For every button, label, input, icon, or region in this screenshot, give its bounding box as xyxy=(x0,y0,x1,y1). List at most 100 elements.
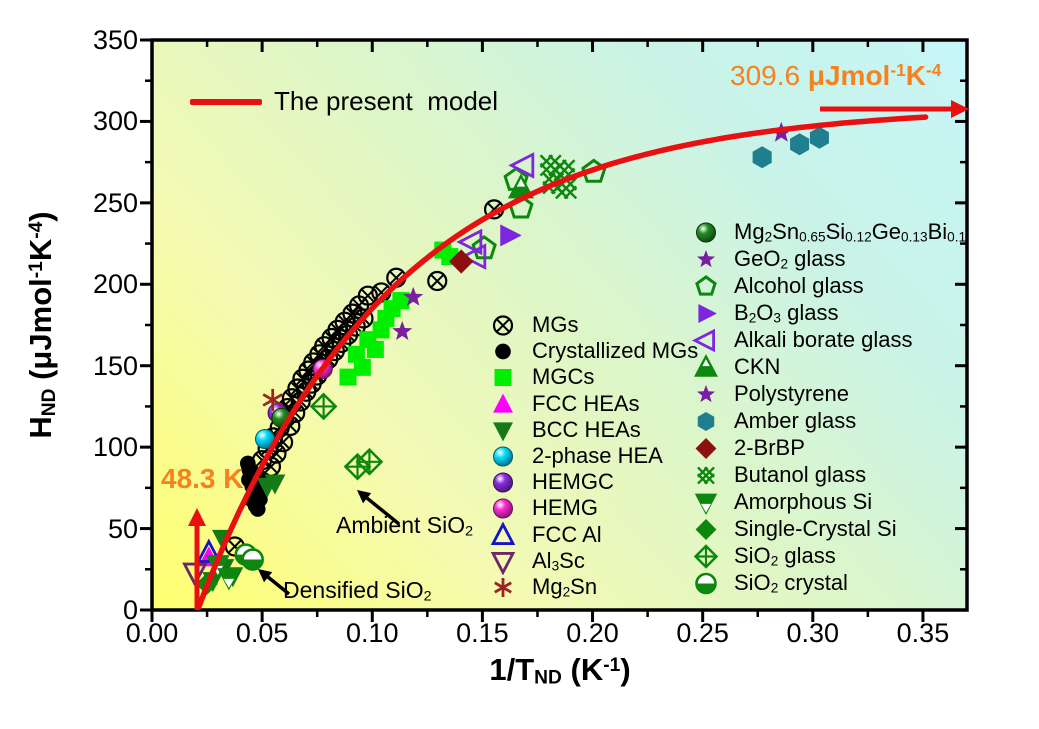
legend-marker-diamond-cross-icon xyxy=(693,544,719,569)
legend-item: MGCs xyxy=(489,363,594,391)
y-tick-label: 250 xyxy=(92,187,138,218)
legend-marker-sphere-icon xyxy=(493,498,513,519)
legend-marker-diamond-icon xyxy=(695,438,717,459)
legend-item-label: FCC Al xyxy=(532,521,602,547)
legend-item: GeO2 glass xyxy=(692,245,846,273)
y-tick-label: 100 xyxy=(92,432,138,463)
legend-item-label: Al3Sc xyxy=(532,547,585,574)
legend-marker-tri-right-icon xyxy=(698,304,717,323)
legend-item: HEMG xyxy=(489,494,598,522)
legend-marker-asterisk-icon xyxy=(494,578,512,597)
series-sio-2-crystal xyxy=(234,543,264,571)
plot-area-background xyxy=(152,40,967,610)
legend-item: SiO2 crystal xyxy=(692,569,848,597)
legend-marker-star-icon xyxy=(696,250,716,268)
legend-marker-circle-icon xyxy=(495,343,511,360)
x-tick-label: 0.15 xyxy=(456,618,509,648)
annotation-ambient-sio2: Ambient SiO2 xyxy=(336,512,474,540)
legend-item: Amorphous Si xyxy=(692,488,872,516)
legend-item: B2O3 glass xyxy=(692,299,838,327)
x-tick-label: 0.25 xyxy=(676,618,729,648)
legend-item-label: Alcohol glass xyxy=(734,273,864,298)
asymptote-number: 309.6 xyxy=(730,60,801,91)
legend-item-label: SiO2 glass xyxy=(734,543,836,569)
legend-marker-diamond-icon xyxy=(695,519,717,540)
series-2-brbp xyxy=(449,249,474,274)
legend-item-label: CKN xyxy=(734,354,781,379)
legend-marker-sphere-icon xyxy=(493,446,513,467)
series-alkali-borate-glass xyxy=(456,152,535,270)
legend-item-label: GeO2 glass xyxy=(734,246,846,272)
series-b-2-o-3-glass xyxy=(500,224,522,247)
legend-item-label: SiO2 crystal xyxy=(734,570,848,596)
legend-item: FCC HEAs xyxy=(489,390,640,418)
legend-item: Al3Sc xyxy=(489,547,585,575)
legend-marker-tri-down-icon xyxy=(493,422,513,442)
legend-marker-star-icon xyxy=(696,385,716,403)
legend-item: FCC Al xyxy=(489,521,602,549)
legend-marker-tri-up-icon xyxy=(493,393,513,413)
x-tick-label: 0.30 xyxy=(786,618,840,648)
x-tick-label: 0.20 xyxy=(566,618,619,648)
legend-item: HEMGC xyxy=(489,468,614,496)
legend-item: Mg2Sn xyxy=(489,573,597,601)
legend-marker-diamond-hatch-icon xyxy=(697,466,715,485)
series-sio-2-glass xyxy=(309,392,384,481)
legend-item: CKN xyxy=(692,353,780,381)
legend-marker-tri-up-open-icon xyxy=(490,521,516,545)
legend-item-label: B2O3 glass xyxy=(734,300,839,326)
legend-item: 2-BrBP xyxy=(692,434,805,462)
legend-item: MGs xyxy=(489,311,578,339)
legend-item: SiO2 glass xyxy=(692,542,836,570)
series-fcc-al xyxy=(196,538,222,563)
y-tick-label: 150 xyxy=(92,350,138,381)
legend-marker-circle-x-icon xyxy=(492,315,514,336)
legend-item-label: Alkali borate glass xyxy=(734,327,913,352)
legend-item: Single-Crystal Si xyxy=(692,515,897,543)
legend-item: Alcohol glass xyxy=(692,272,864,300)
legend-marker-tri-down-half-icon xyxy=(694,493,718,516)
legend-item: Crystallized MGs xyxy=(489,337,698,365)
legend-item: 2-phase HEA xyxy=(489,442,663,470)
legend-marker-hexagon-icon xyxy=(697,412,715,431)
y-tick-label: 0 xyxy=(122,595,138,625)
legend-marker-tri-up-half-icon xyxy=(694,353,718,377)
x-tick-label: 0.00 xyxy=(125,618,179,648)
legend-marker-sphere-icon xyxy=(493,472,513,493)
legend-item: Polystyrene xyxy=(692,380,849,408)
legend-item-label: FCC HEAs xyxy=(532,390,640,416)
model-legend: The present model xyxy=(190,86,498,117)
y-tick-label: 350 xyxy=(92,25,138,55)
series-mg-2-sn xyxy=(262,388,283,411)
legend-item-label: HEMG xyxy=(532,495,598,521)
model-curve xyxy=(195,114,929,610)
legend-item-label: BCC HEAs xyxy=(532,416,641,442)
model-line-sample-icon xyxy=(190,98,262,105)
series-mgcs xyxy=(339,241,459,386)
x-axis-title: 1/TND (K-1) xyxy=(489,652,631,689)
legend-item-label: Amorphous Si xyxy=(734,489,873,514)
x-tick-label: 0.05 xyxy=(235,618,289,648)
legend-item: Mg2Sn0.65Si0.12Ge0.13Bi0.1 xyxy=(692,218,966,246)
y-axis-title: HND (μJmol-1K-4) xyxy=(23,211,60,439)
annotation-densified-sio2: Densified SiO2 xyxy=(283,577,432,605)
legend-item: BCC HEAs xyxy=(489,416,641,444)
legend-marker-square-icon xyxy=(494,369,512,387)
legend-item-label: Crystallized MGs xyxy=(532,338,699,364)
series-polystyrene xyxy=(392,286,424,341)
legend-item-label: Polystyrene xyxy=(734,381,849,406)
legend-marker-tri-left-open-icon xyxy=(692,328,716,353)
legend-item-label: Mg2Sn xyxy=(532,574,598,600)
asymptote-unit: μJmol-1K-4 xyxy=(800,60,942,91)
legend-marker-circle-half-icon xyxy=(695,572,717,595)
y-tick-label: 50 xyxy=(107,513,138,544)
x-tick-label: 0.10 xyxy=(345,618,399,648)
legend-marker-sphere-icon xyxy=(696,222,716,243)
model-legend-label: The present model xyxy=(274,86,499,116)
legend-item-label: MGs xyxy=(532,312,579,337)
y-tick-label: 200 xyxy=(92,269,138,300)
legend-marker-pentagon-icon xyxy=(695,275,717,296)
legend-item-label: Mg2Sn0.65Si0.12Ge0.13Bi0.1 xyxy=(734,219,967,245)
